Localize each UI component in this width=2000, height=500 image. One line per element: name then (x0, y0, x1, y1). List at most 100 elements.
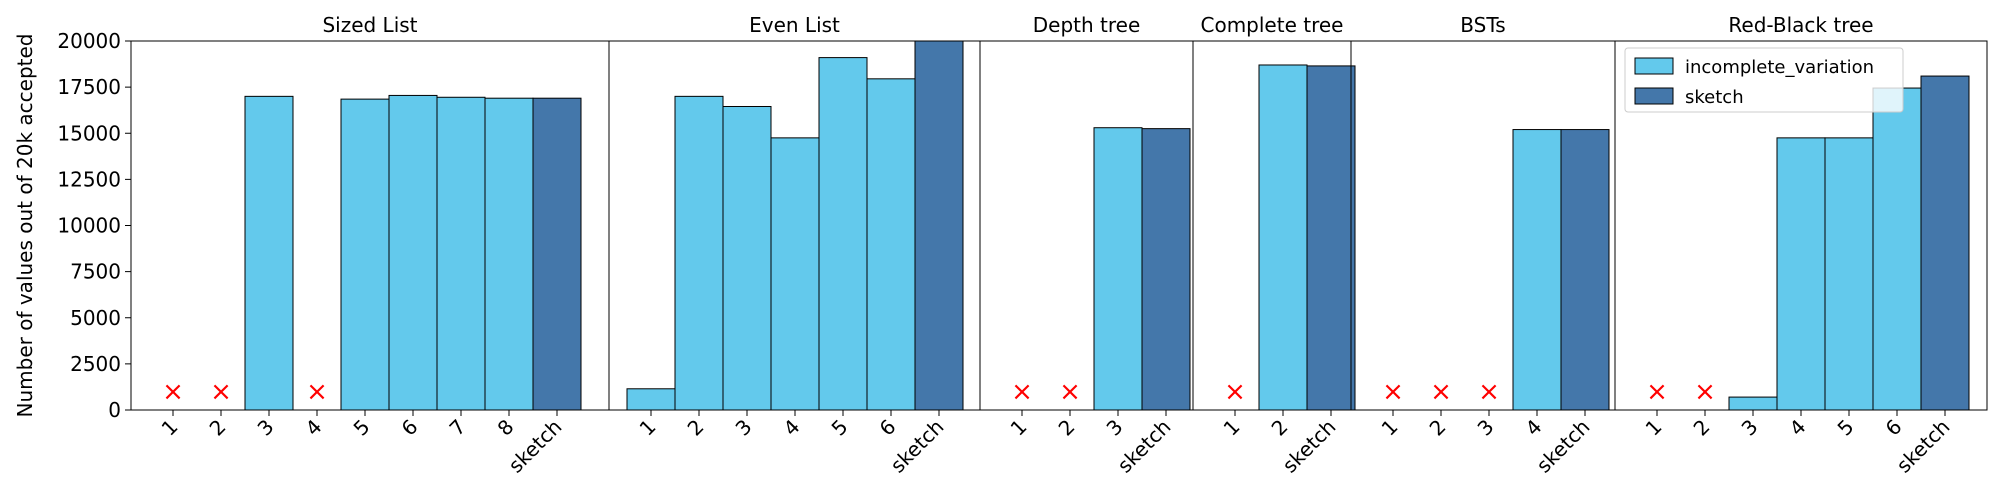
y-tick-label: 7500 (70, 260, 121, 284)
panel-frame (1614, 40, 1988, 411)
y-tick-label: 10000 (57, 214, 121, 238)
bar-incomplete (484, 97, 534, 411)
y-tick-label: 12500 (57, 167, 121, 191)
x-tick-label: sketch (886, 415, 949, 478)
legend-swatch-incomplete (1634, 57, 1674, 75)
legend-label: sketch (1685, 87, 1744, 108)
x-tick-label: 1 (635, 415, 661, 441)
x-tick-label: 4 (779, 415, 805, 441)
x-tick-label: 1 (1377, 415, 1403, 441)
bar-incomplete (722, 105, 772, 411)
y-tick-label: 2500 (70, 352, 121, 376)
x-tick-label: 3 (1102, 415, 1128, 441)
legend-label: incomplete_variation (1685, 57, 1874, 78)
x-tick-label: 3 (1473, 415, 1499, 441)
bar-incomplete (1728, 396, 1778, 411)
x-tick-label: 5 (1833, 415, 1859, 441)
bar-sketch (1306, 65, 1356, 411)
fail-marker: × (306, 377, 328, 407)
fail-marker: × (1478, 377, 1500, 407)
bar-incomplete (626, 388, 676, 411)
fail-marker: × (1011, 377, 1033, 407)
fail-marker: × (1382, 377, 1404, 407)
x-tick-label: 1 (1006, 415, 1032, 441)
bar-incomplete (770, 137, 820, 411)
x-tick-label: 7 (445, 415, 471, 441)
x-tick-label: 6 (875, 415, 901, 441)
fail-marker: × (210, 377, 232, 407)
x-tick-label: 2 (1267, 415, 1293, 441)
y-tick-label: 0 (108, 398, 121, 422)
x-tick-label: sketch (1892, 415, 1955, 478)
bar-incomplete (674, 95, 724, 411)
bar-incomplete (340, 98, 390, 411)
x-tick-label: 5 (827, 415, 853, 441)
panel-title: Complete tree (1201, 13, 1344, 37)
bar-sketch (1920, 75, 1970, 411)
fail-marker: × (162, 377, 184, 407)
x-tick-label: 1 (157, 415, 183, 441)
x-tick-label: 2 (205, 415, 231, 441)
y-tick-label: 15000 (57, 121, 121, 145)
x-tick-label: 2 (1425, 415, 1451, 441)
fail-marker: × (1430, 377, 1452, 407)
bar-sketch (914, 40, 964, 411)
fail-marker: × (1059, 377, 1081, 407)
bar-incomplete (388, 94, 438, 411)
x-tick-label: 8 (493, 415, 519, 441)
y-tick-label: 5000 (70, 306, 121, 330)
bar-sketch (1141, 128, 1191, 411)
panel-title: Sized List (322, 13, 417, 37)
bar-incomplete (1512, 129, 1562, 411)
x-tick-label: 2 (1054, 415, 1080, 441)
x-tick-label: sketch (1278, 415, 1341, 478)
bar-incomplete (244, 95, 294, 411)
fail-marker: × (1224, 377, 1246, 407)
bar-incomplete (1824, 137, 1874, 411)
x-tick-label: 3 (731, 415, 757, 441)
x-tick-label: 1 (1641, 415, 1667, 441)
x-tick-label: 1 (1219, 415, 1245, 441)
y-axis-label: Number of values out of 20k accepted (13, 34, 37, 418)
bar-incomplete (436, 96, 486, 411)
x-tick-label: 4 (1521, 415, 1547, 441)
bar-sketch (1560, 129, 1610, 411)
x-tick-label: 4 (1785, 415, 1811, 441)
x-tick-label: sketch (504, 415, 567, 478)
x-tick-label: 2 (683, 415, 709, 441)
panel-title: Even List (749, 13, 840, 37)
x-tick-label: 5 (349, 415, 375, 441)
y-tick-label: 17500 (57, 75, 121, 99)
bar-incomplete (1258, 64, 1308, 411)
y-tick-label: 20000 (57, 29, 121, 53)
x-tick-label: 4 (301, 415, 327, 441)
bar-incomplete (1776, 137, 1826, 411)
bar-incomplete (1872, 87, 1922, 411)
bar-sketch (532, 97, 582, 411)
x-tick-label: 6 (1881, 415, 1907, 441)
fail-marker: × (1646, 377, 1668, 407)
x-tick-label: 6 (397, 415, 423, 441)
panel-title: Red-Black tree (1728, 13, 1873, 37)
x-tick-label: sketch (1532, 415, 1595, 478)
bar-incomplete (818, 57, 868, 411)
fail-marker: × (1694, 377, 1716, 407)
bar-incomplete (1093, 127, 1143, 411)
x-tick-label: 2 (1689, 415, 1715, 441)
panel-title: Depth tree (1033, 13, 1141, 37)
x-tick-label: 3 (253, 415, 279, 441)
bar-incomplete (866, 78, 916, 411)
x-tick-label: 3 (1737, 415, 1763, 441)
legend-swatch-sketch (1634, 87, 1674, 105)
x-tick-label: sketch (1113, 415, 1176, 478)
legend-box (1624, 47, 1904, 113)
panel-title: BSTs (1460, 13, 1505, 37)
